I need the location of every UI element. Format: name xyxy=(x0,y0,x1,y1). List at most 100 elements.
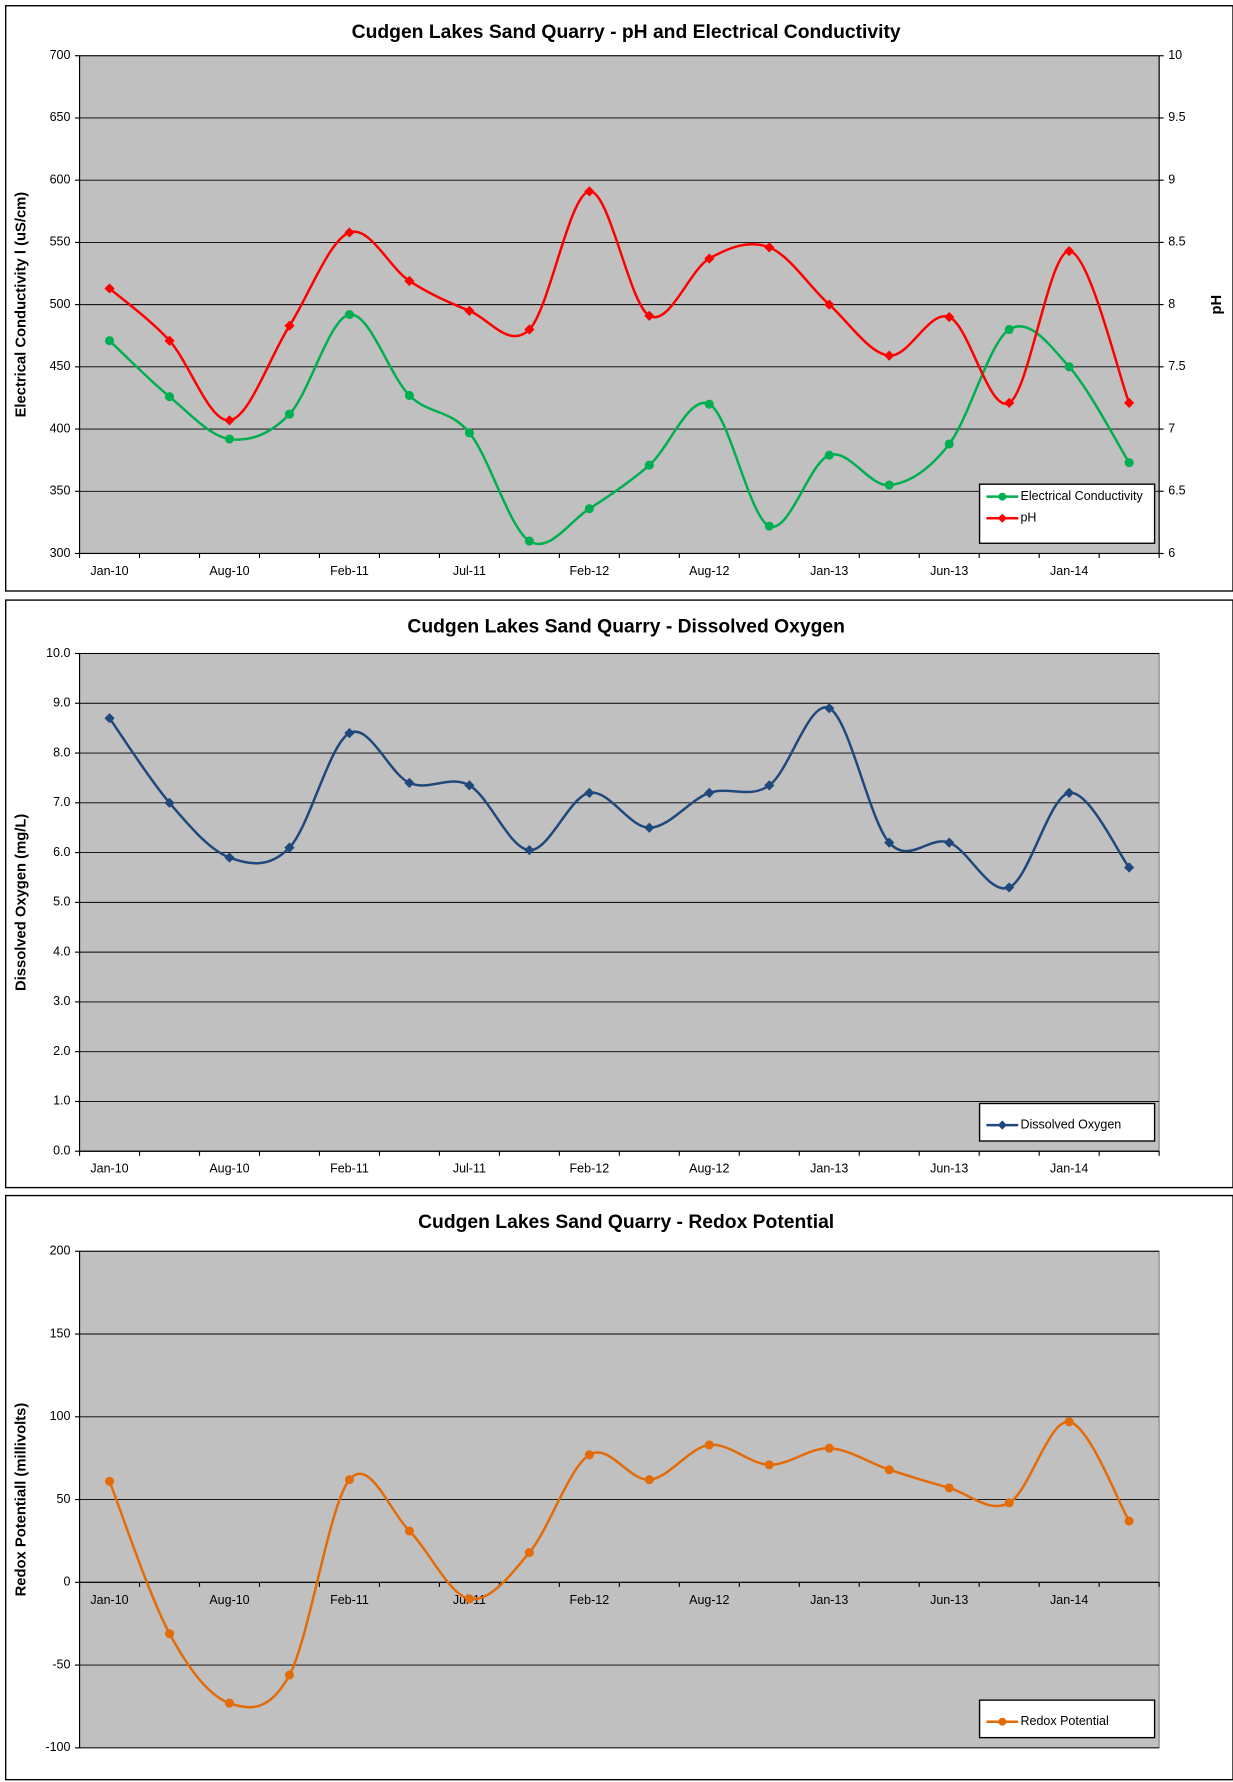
marker xyxy=(884,350,895,361)
y-tick-label: 650 xyxy=(50,110,71,124)
x-tick-label: Jan-14 xyxy=(1050,1593,1088,1607)
marker xyxy=(224,1698,235,1708)
x-tick-label: Jan-13 xyxy=(810,1162,848,1176)
marker xyxy=(1124,1516,1134,1526)
marker xyxy=(884,1465,894,1475)
marker xyxy=(464,1594,474,1604)
x-tick-label: Aug-10 xyxy=(209,564,249,578)
legend-marker xyxy=(997,513,1007,523)
x-tick-label: Feb-12 xyxy=(570,1593,610,1607)
marker xyxy=(104,336,115,346)
marker xyxy=(1124,458,1134,468)
y-axis-title: Dissolved Oxygen (mg/L) xyxy=(13,814,29,991)
marker xyxy=(104,283,115,294)
y-tick-label: 50 xyxy=(57,1492,71,1506)
y-tick-label: 5.0 xyxy=(53,895,70,909)
y-tick-label: 150 xyxy=(50,1326,71,1340)
marker xyxy=(464,305,475,316)
y-tick-label: 300 xyxy=(50,546,71,560)
marker xyxy=(284,320,295,331)
y-tick-label: 0 xyxy=(64,1575,71,1589)
marker xyxy=(644,460,654,470)
y-tick-label: 3.0 xyxy=(53,994,70,1008)
marker xyxy=(344,1475,354,1485)
legend xyxy=(978,1102,1156,1142)
marker xyxy=(404,275,415,287)
x-tick-label: Jan-10 xyxy=(90,564,128,578)
y2-tick-label: 10 xyxy=(1168,48,1182,62)
legend xyxy=(978,1699,1156,1739)
y2-tick-label: 7.5 xyxy=(1168,359,1185,373)
x-tick-label: Jan-10 xyxy=(90,1162,128,1176)
marker xyxy=(944,439,954,449)
x-tick-label: Aug-12 xyxy=(689,564,729,578)
marker xyxy=(944,1483,954,1493)
legend xyxy=(978,483,1156,544)
marker xyxy=(284,1670,295,1680)
marker xyxy=(344,227,355,238)
y2-tick-label: 9.5 xyxy=(1168,110,1185,124)
chart-title: Cudgen Lakes Sand Quarry - pH and Electr… xyxy=(352,22,901,43)
x-tick-label: Jul-11 xyxy=(453,1162,486,1176)
y-tick-label: 0.0 xyxy=(53,1144,70,1158)
marker xyxy=(1004,324,1014,335)
marker xyxy=(224,415,235,426)
x-tick-label: Aug-12 xyxy=(689,1593,729,1607)
y-tick-label: 600 xyxy=(50,172,71,186)
marker xyxy=(764,1460,774,1470)
x-tick-label: Aug-12 xyxy=(689,1162,729,1176)
x-tick-label: Aug-10 xyxy=(209,1593,249,1607)
x-tick-label: Aug-10 xyxy=(209,1162,249,1176)
legend-marker xyxy=(998,492,1007,501)
marker xyxy=(584,186,595,197)
marker xyxy=(884,837,895,848)
marker xyxy=(524,324,535,335)
series xyxy=(104,1417,1134,1709)
x-tick-label: Jun-13 xyxy=(930,564,968,578)
chart-title: Cudgen Lakes Sand Quarry - Dissolved Oxy… xyxy=(407,616,845,637)
legend-marker xyxy=(998,1717,1007,1726)
y2-tick-label: 8.5 xyxy=(1168,235,1185,249)
chart-title: Cudgen Lakes Sand Quarry - Redox Potenti… xyxy=(418,1212,834,1233)
legend-label: pH xyxy=(1020,511,1036,525)
marker xyxy=(764,521,774,531)
y-tick-label: 450 xyxy=(50,359,71,373)
y-tick-label: 6.0 xyxy=(53,845,70,859)
marker xyxy=(404,390,414,400)
y-tick-label: 200 xyxy=(50,1244,71,1258)
legend-label: Dissolved Oxygen xyxy=(1020,1117,1121,1131)
marker xyxy=(1124,397,1135,409)
legend-label: Electrical Conductivity xyxy=(1020,489,1143,503)
x-tick-label: Jan-14 xyxy=(1050,1162,1088,1176)
y-tick-label: 10.0 xyxy=(46,646,70,660)
marker xyxy=(824,299,835,310)
y-axis-title: Electrical Conductivity l (uS/cm) xyxy=(13,192,29,418)
y-tick-label: -100 xyxy=(45,1740,70,1754)
y-tick-label: 500 xyxy=(50,297,71,311)
x-tick-label: Jan-13 xyxy=(810,1593,848,1607)
marker xyxy=(284,409,295,419)
y-tick-label: 4.0 xyxy=(53,944,70,958)
marker xyxy=(824,703,835,714)
marker xyxy=(824,1443,834,1453)
y2-tick-label: 7 xyxy=(1168,421,1175,435)
x-tick-label: Feb-11 xyxy=(330,564,369,578)
marker xyxy=(824,450,834,460)
x-tick-label: Feb-12 xyxy=(570,564,610,578)
y-tick-label: 7.0 xyxy=(53,795,70,809)
x-tick-label: Jun-13 xyxy=(930,1593,968,1607)
y2-tick-label: 6.5 xyxy=(1168,484,1185,498)
marker xyxy=(1004,1498,1014,1508)
x-tick-label: Jan-13 xyxy=(810,564,848,578)
x-tick-label: Jan-10 xyxy=(90,1593,128,1607)
x-tick-label: Feb-11 xyxy=(330,1593,369,1607)
marker xyxy=(884,480,894,490)
marker xyxy=(584,1450,594,1460)
marker xyxy=(104,1476,115,1486)
y2-tick-label: 8 xyxy=(1168,297,1175,311)
legend-marker xyxy=(997,1120,1007,1130)
y-tick-label: 8.0 xyxy=(53,745,70,759)
y-tick-label: 2.0 xyxy=(53,1044,70,1058)
